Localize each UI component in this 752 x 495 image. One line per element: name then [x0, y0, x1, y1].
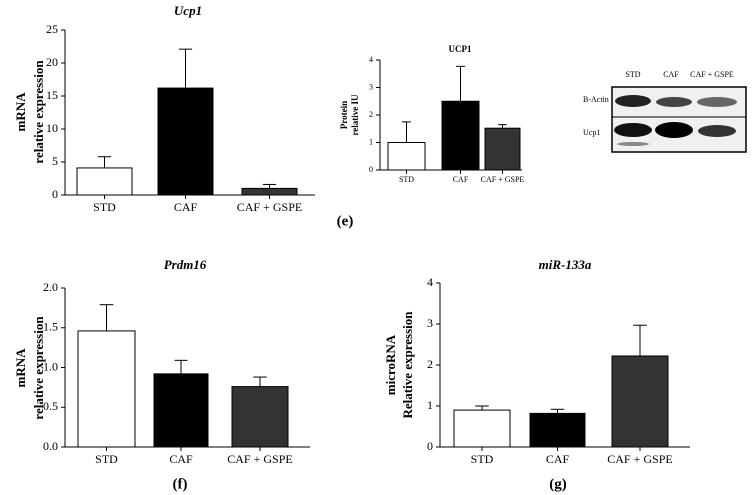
y-tick-label: 0.0	[43, 439, 58, 453]
x-tick-label: STD	[93, 200, 116, 214]
x-tick-label: STD	[471, 452, 494, 466]
blot-column: STD	[625, 70, 640, 79]
y-tick-label: 1	[369, 137, 373, 146]
x-tick-label: CAF + GSPE	[481, 175, 525, 184]
y-tick-label: 5	[52, 154, 58, 168]
bar	[441, 100, 480, 171]
bar	[529, 412, 586, 448]
y-tick-label: 15	[46, 88, 58, 102]
y-tick-label: 0	[369, 165, 373, 174]
y-axis-label: Protein	[339, 101, 349, 129]
y-tick-label: 1	[427, 398, 433, 412]
x-tick-label: CAF	[546, 452, 570, 466]
y-tick-label: 2	[427, 357, 433, 371]
panel-label: (g)	[549, 476, 567, 492]
y-tick-label: 10	[46, 121, 58, 135]
bar	[77, 330, 136, 448]
x-tick-label: CAF + GSPE	[237, 200, 302, 214]
bar	[231, 386, 289, 448]
panel-label: (f)	[173, 476, 188, 492]
y-axis-label: relative expression	[31, 60, 46, 164]
y-tick-label: 1.5	[43, 320, 58, 334]
blot-column: CAF + GSPE	[690, 70, 734, 79]
y-tick-label: 20	[46, 55, 58, 69]
x-tick-label: CAF + GSPE	[607, 452, 672, 466]
bar	[387, 142, 426, 171]
y-tick-label: 3	[427, 316, 433, 330]
blot-row: B-Actin	[583, 95, 609, 104]
y-tick-label: 4	[427, 275, 433, 289]
x-tick-label: STD	[95, 452, 118, 466]
y-axis-label: relative IU	[350, 94, 360, 136]
y-tick-label: 3	[369, 82, 373, 91]
y-tick-label: 0	[52, 187, 58, 201]
x-tick-label: STD	[399, 175, 414, 184]
western-blot: STD CAF CAF + GSPE B-Actin Ucp1	[583, 70, 747, 153]
bar	[611, 355, 669, 448]
chart-title: Prdm16	[164, 257, 207, 272]
y-tick-label: 0	[427, 439, 433, 453]
y-tick-label: 2.0	[43, 280, 58, 294]
y-axis-label: Relative expression	[400, 311, 415, 419]
chart-title: miR-133a	[539, 257, 592, 272]
band	[617, 142, 649, 146]
x-tick-label: CAF + GSPE	[227, 452, 292, 466]
x-tick-label: CAF	[453, 175, 469, 184]
band	[655, 122, 693, 138]
y-axis-label: mRNA	[13, 348, 28, 388]
blot-column: CAF	[663, 70, 679, 79]
y-axis-label: microRNA	[383, 334, 398, 395]
y-axis-label: mRNA	[13, 92, 28, 132]
band	[656, 97, 692, 107]
bar	[76, 167, 133, 196]
chart-title: Ucp1	[174, 3, 202, 18]
y-tick-label: 1.0	[43, 359, 58, 373]
band	[698, 125, 736, 137]
bar	[453, 409, 511, 448]
band	[614, 123, 652, 137]
x-tick-label: CAF	[174, 200, 198, 214]
y-axis-label: relative expression	[31, 316, 46, 420]
bar	[153, 373, 209, 448]
chart-title: UCP1	[449, 44, 472, 54]
band	[697, 97, 737, 107]
y-tick-label: 25	[46, 22, 58, 36]
band	[615, 95, 651, 107]
bar	[241, 187, 298, 196]
bar	[157, 87, 214, 196]
x-tick-label: CAF	[169, 452, 193, 466]
blot-row: Ucp1	[583, 128, 600, 137]
y-tick-label: 0.5	[43, 399, 58, 413]
y-tick-label: 4	[369, 55, 373, 64]
panel-label: (e)	[337, 213, 354, 229]
y-tick-label: 2	[369, 110, 373, 119]
bar	[484, 127, 521, 171]
